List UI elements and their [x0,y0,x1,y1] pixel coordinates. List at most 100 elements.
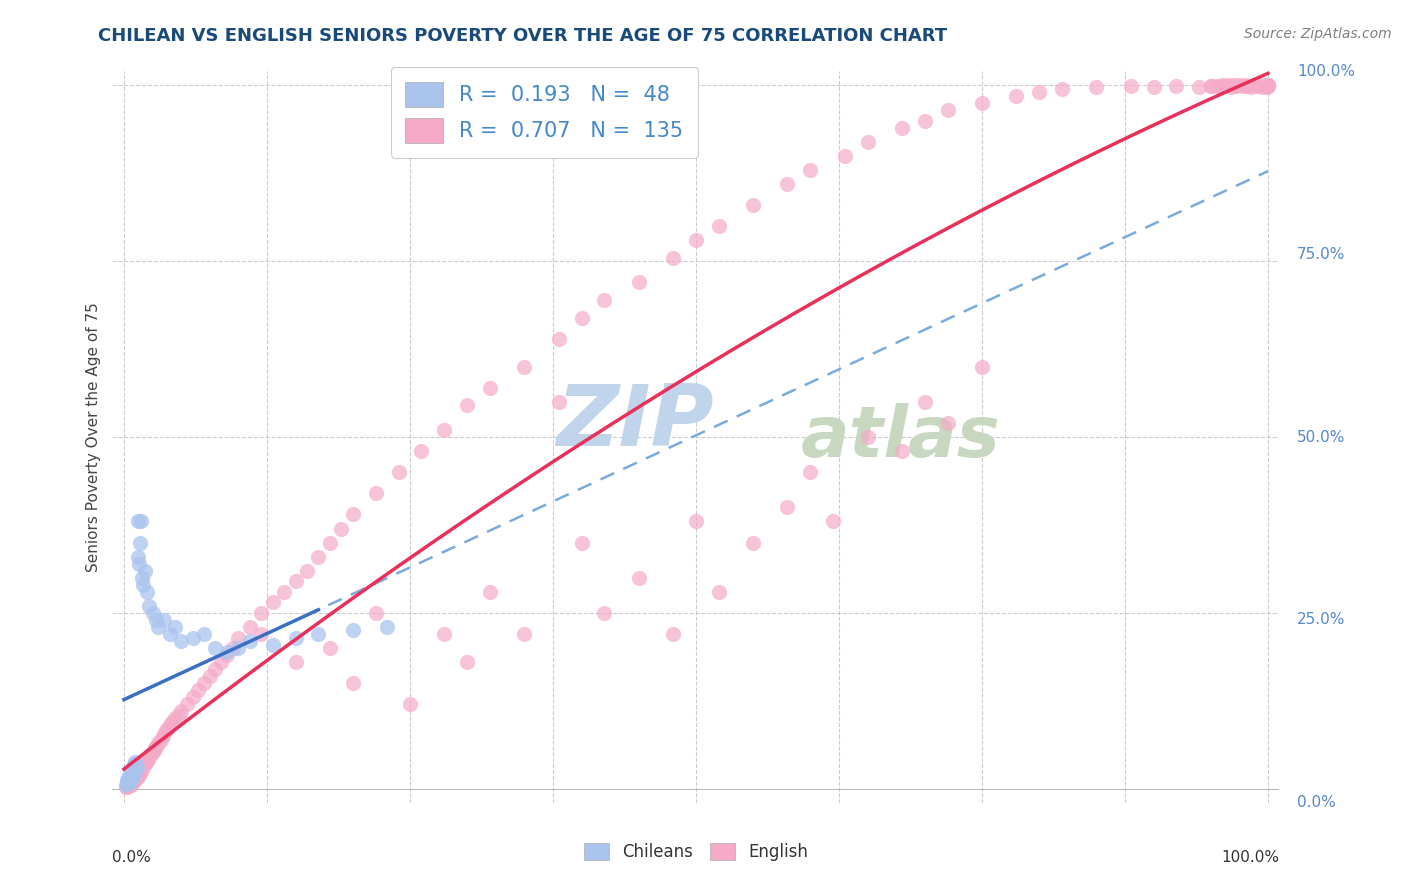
Point [132,759,155,773]
Point [142,743,165,757]
Point [1188,79,1211,94]
Point [141,606,163,620]
Point [856,135,879,149]
Point [122,769,145,783]
Point [125,771,148,785]
Point [135,584,157,599]
Point [117,778,139,792]
Point [117,779,139,793]
Point [547,395,569,409]
Point [307,549,329,564]
Point [330,521,353,535]
Point [1199,79,1222,94]
Point [153,613,176,627]
Point [513,359,536,374]
Point [1240,79,1263,94]
Legend: Chileans, English: Chileans, English [578,836,814,868]
Point [1247,78,1270,93]
Point [239,634,262,648]
Point [479,584,502,599]
Point [127,769,149,783]
Point [117,780,139,794]
Point [914,113,936,128]
Point [129,515,152,529]
Point [129,535,152,549]
Point [131,571,153,585]
Point [149,732,172,747]
Point [1232,79,1254,94]
Point [1216,78,1239,93]
Point [387,465,409,479]
Text: 0.0%: 0.0% [1296,796,1336,810]
Point [115,778,138,792]
Point [118,778,141,792]
Point [167,707,190,722]
Point [128,767,150,781]
Point [124,755,146,769]
Point [936,103,959,117]
Point [1251,79,1274,94]
Point [890,444,912,458]
Point [134,564,156,578]
Point [479,381,502,395]
Point [136,752,159,766]
Point [120,767,142,781]
Point [117,773,139,788]
Point [284,655,307,669]
Point [228,641,250,656]
Point [121,776,143,790]
Point [215,648,238,662]
Point [129,755,152,769]
Point [513,627,536,641]
Point [117,774,139,789]
Point [181,690,204,705]
Point [662,251,685,265]
Point [593,606,616,620]
Point [1119,79,1142,94]
Point [204,662,226,676]
Point [145,613,167,627]
Point [115,780,138,795]
Point [132,578,155,592]
Point [129,757,152,772]
Point [176,698,198,712]
Point [193,627,215,641]
Point [1257,79,1279,94]
Point [129,766,152,780]
Text: 75.0%: 75.0% [1296,247,1346,261]
Point [127,762,149,776]
Point [134,757,156,772]
Point [129,764,152,779]
Point [399,698,422,712]
Point [707,584,730,599]
Point [209,655,232,669]
Point [215,644,238,658]
Point [187,683,209,698]
Point [284,631,307,645]
Point [1211,78,1233,93]
Point [152,729,174,743]
Point [284,574,307,589]
Point [153,725,176,739]
Point [239,620,262,634]
Point [124,764,146,779]
Point [120,771,142,785]
Y-axis label: Seniors Poverty Over the Age of 75: Seniors Poverty Over the Age of 75 [86,302,101,572]
Point [128,557,150,571]
Point [319,535,342,549]
Point [1236,79,1258,94]
Point [122,771,145,785]
Point [124,764,146,779]
Point [1222,78,1244,93]
Point [148,736,170,750]
Text: 25.0%: 25.0% [1296,613,1346,627]
Point [1220,79,1243,94]
Point [375,620,398,634]
Text: ZIP: ZIP [555,381,714,464]
Point [799,162,821,177]
Point [141,745,163,759]
Point [342,508,364,522]
Point [124,769,146,783]
Point [295,564,318,578]
Point [159,718,181,732]
